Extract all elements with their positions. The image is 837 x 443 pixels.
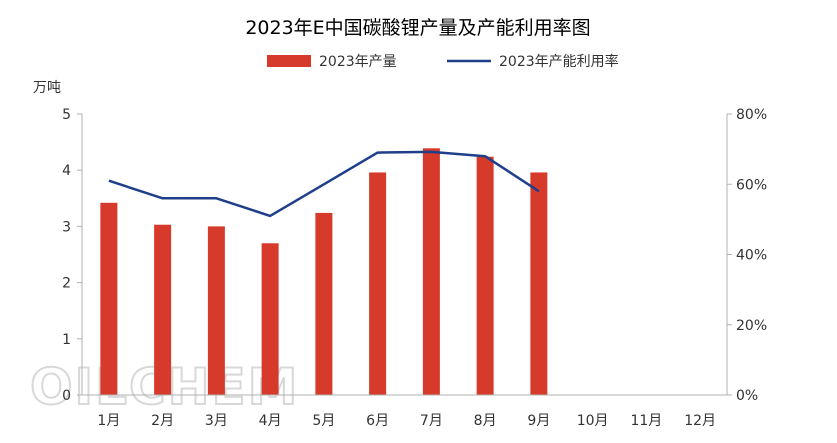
left-tick-label: 3 <box>62 219 71 235</box>
chart-title: 2023年E中国碳酸锂产量及产能利用率图 <box>245 17 590 39</box>
left-tick-label: 5 <box>62 107 71 123</box>
left-tick-label: 4 <box>62 163 71 179</box>
category-tick-label: 7月 <box>420 413 443 429</box>
left-tick-label: 0 <box>62 388 71 404</box>
category-tick-label: 1月 <box>97 413 120 429</box>
bar-series <box>100 148 548 395</box>
legend: 2023年产量 2023年产能利用率 <box>267 53 619 70</box>
bar <box>476 156 494 395</box>
category-tick-label: 8月 <box>474 413 497 429</box>
left-tick-label: 2 <box>62 276 71 292</box>
bar <box>530 172 548 395</box>
category-tick-label: 5月 <box>312 413 335 429</box>
category-axis-ticks: 1月 2月 3月 4月 5月 6月 7月 8月 9月 10月 11月 12月 <box>97 413 716 429</box>
left-axis-ticks: 0 1 2 3 4 5 <box>62 107 82 404</box>
right-tick-label: 60% <box>736 177 767 193</box>
right-tick-label: 0% <box>736 388 758 404</box>
legend-label-line: 2023年产能利用率 <box>499 53 619 70</box>
right-axis-ticks: 0% 20% 40% 60% 80% <box>727 107 767 404</box>
category-tick-label: 12月 <box>684 413 716 429</box>
category-tick-label: 11月 <box>630 413 662 429</box>
category-tick-label: 4月 <box>259 413 282 429</box>
legend-label-bar: 2023年产量 <box>319 54 397 70</box>
left-tick-label: 1 <box>62 332 71 348</box>
category-tick-label: 6月 <box>366 413 389 429</box>
bar <box>154 224 172 395</box>
bar <box>100 202 118 395</box>
bar <box>261 243 279 395</box>
category-tick-label: 2月 <box>151 413 174 429</box>
category-tick-label: 10月 <box>577 413 609 429</box>
right-tick-label: 80% <box>736 107 767 123</box>
category-tick-label: 9月 <box>527 413 550 429</box>
bar <box>369 172 387 395</box>
bar <box>315 212 333 395</box>
legend-swatch-bar <box>267 55 311 67</box>
right-tick-label: 40% <box>736 248 767 264</box>
line-series <box>108 150 540 218</box>
bar <box>422 148 440 395</box>
bar <box>207 226 225 395</box>
category-tick-label: 3月 <box>205 413 228 429</box>
left-axis-label: 万吨 <box>33 80 61 96</box>
right-tick-label: 20% <box>736 318 767 334</box>
utilization-line <box>108 150 540 218</box>
